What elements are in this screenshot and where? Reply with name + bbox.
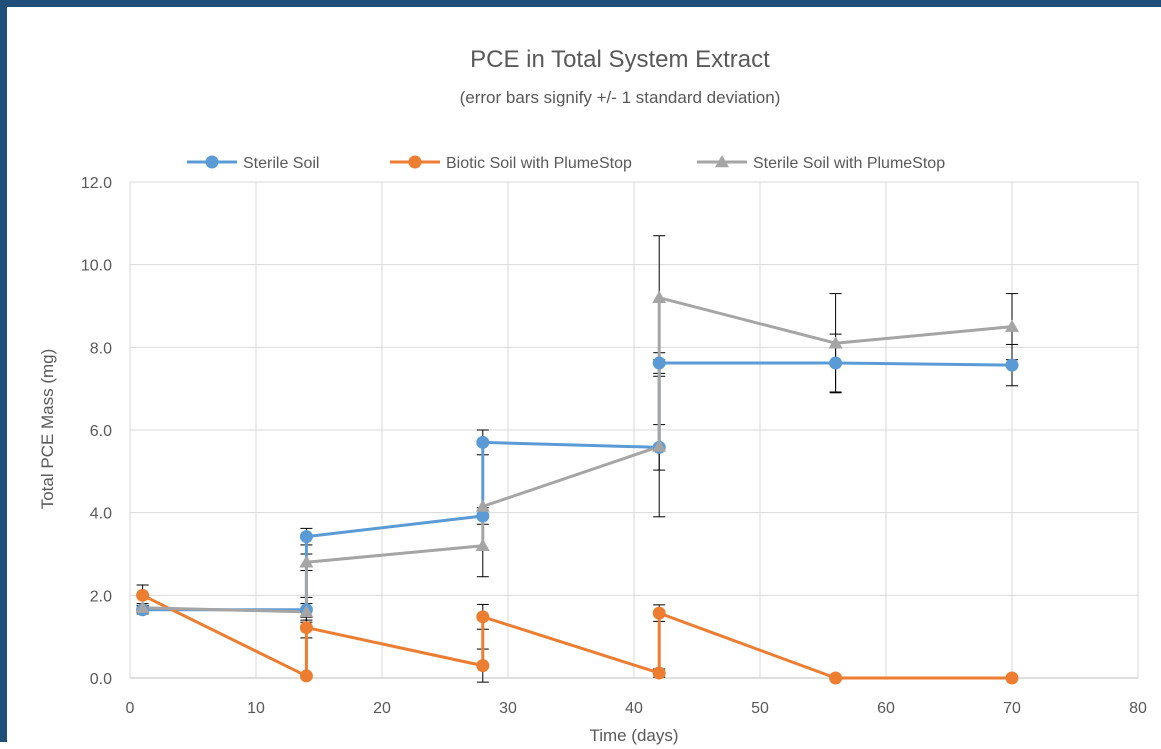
data-point	[652, 356, 666, 370]
y-tick-label: 0.0	[90, 671, 112, 688]
x-tick-label: 70	[1003, 700, 1021, 717]
data-point	[828, 336, 843, 349]
line-chart: PCE in Total System Extract (error bars …	[38, 46, 1147, 745]
data-point	[299, 621, 313, 635]
x-tick-label: 60	[877, 700, 895, 717]
x-tick-label: 80	[1129, 700, 1147, 717]
x-tick-label: 30	[499, 700, 517, 717]
legend-label: Sterile Soil	[243, 155, 319, 172]
data-point	[829, 356, 843, 370]
x-tick-label: 40	[625, 700, 643, 717]
legend: Sterile Soil Biotic Soil with PlumeStop St…	[187, 155, 945, 172]
data-point	[652, 290, 667, 303]
series-line-0	[142, 361, 1013, 612]
y-tick-label: 12.0	[81, 175, 112, 192]
series-line-1	[141, 593, 1012, 680]
tick-labels: 0.0 2.0 4.0 6.0 8.0 10.0 12.0 0 10 20 30 40 50 60 70 80	[81, 175, 1147, 717]
chart-title: PCE in Total System Extract	[470, 46, 770, 73]
series-line-2	[142, 296, 1013, 614]
grid-lines	[129, 181, 1139, 679]
data-point	[476, 659, 490, 673]
chart-subtitle: (error bars signify +/- 1 standard devia…	[460, 88, 781, 107]
x-tick-label: 0	[126, 700, 135, 717]
x-tick-label: 50	[751, 700, 769, 717]
data-point	[1005, 319, 1019, 332]
data-point	[476, 435, 490, 449]
legend-marker	[205, 155, 219, 169]
data-point	[299, 604, 314, 618]
data-point	[136, 588, 150, 602]
data-point	[299, 530, 313, 544]
x-tick-label: 20	[373, 700, 391, 717]
y-tick-label: 2.0	[90, 588, 112, 605]
legend-label: Sterile Soil with PlumeStop	[753, 155, 945, 172]
y-tick-label: 10.0	[81, 258, 112, 275]
y-tick-label: 4.0	[90, 506, 112, 523]
data-point	[652, 606, 666, 620]
legend-marker	[408, 155, 422, 169]
x-tick-label: 10	[247, 700, 265, 717]
y-axis-label: Total PCE Mass (mg)	[38, 349, 57, 510]
data-point	[299, 555, 314, 568]
y-tick-label: 8.0	[90, 340, 112, 357]
data-point	[829, 671, 843, 685]
data-point	[1005, 358, 1019, 372]
legend-label: Biotic Soil with PlumeStop	[446, 155, 632, 172]
data-point	[652, 439, 667, 452]
data-point	[1005, 671, 1019, 685]
data-point	[475, 538, 490, 551]
data-point	[299, 669, 313, 683]
legend-marker	[715, 155, 729, 168]
data-point	[475, 499, 490, 512]
series-markers	[135, 290, 1019, 685]
x-axis-label: Time (days)	[589, 726, 678, 745]
data-point	[135, 600, 150, 613]
y-tick-label: 6.0	[90, 423, 112, 440]
data-point	[476, 610, 490, 624]
data-point	[476, 509, 490, 523]
series-lines	[141, 296, 1013, 680]
data-point	[652, 666, 666, 680]
